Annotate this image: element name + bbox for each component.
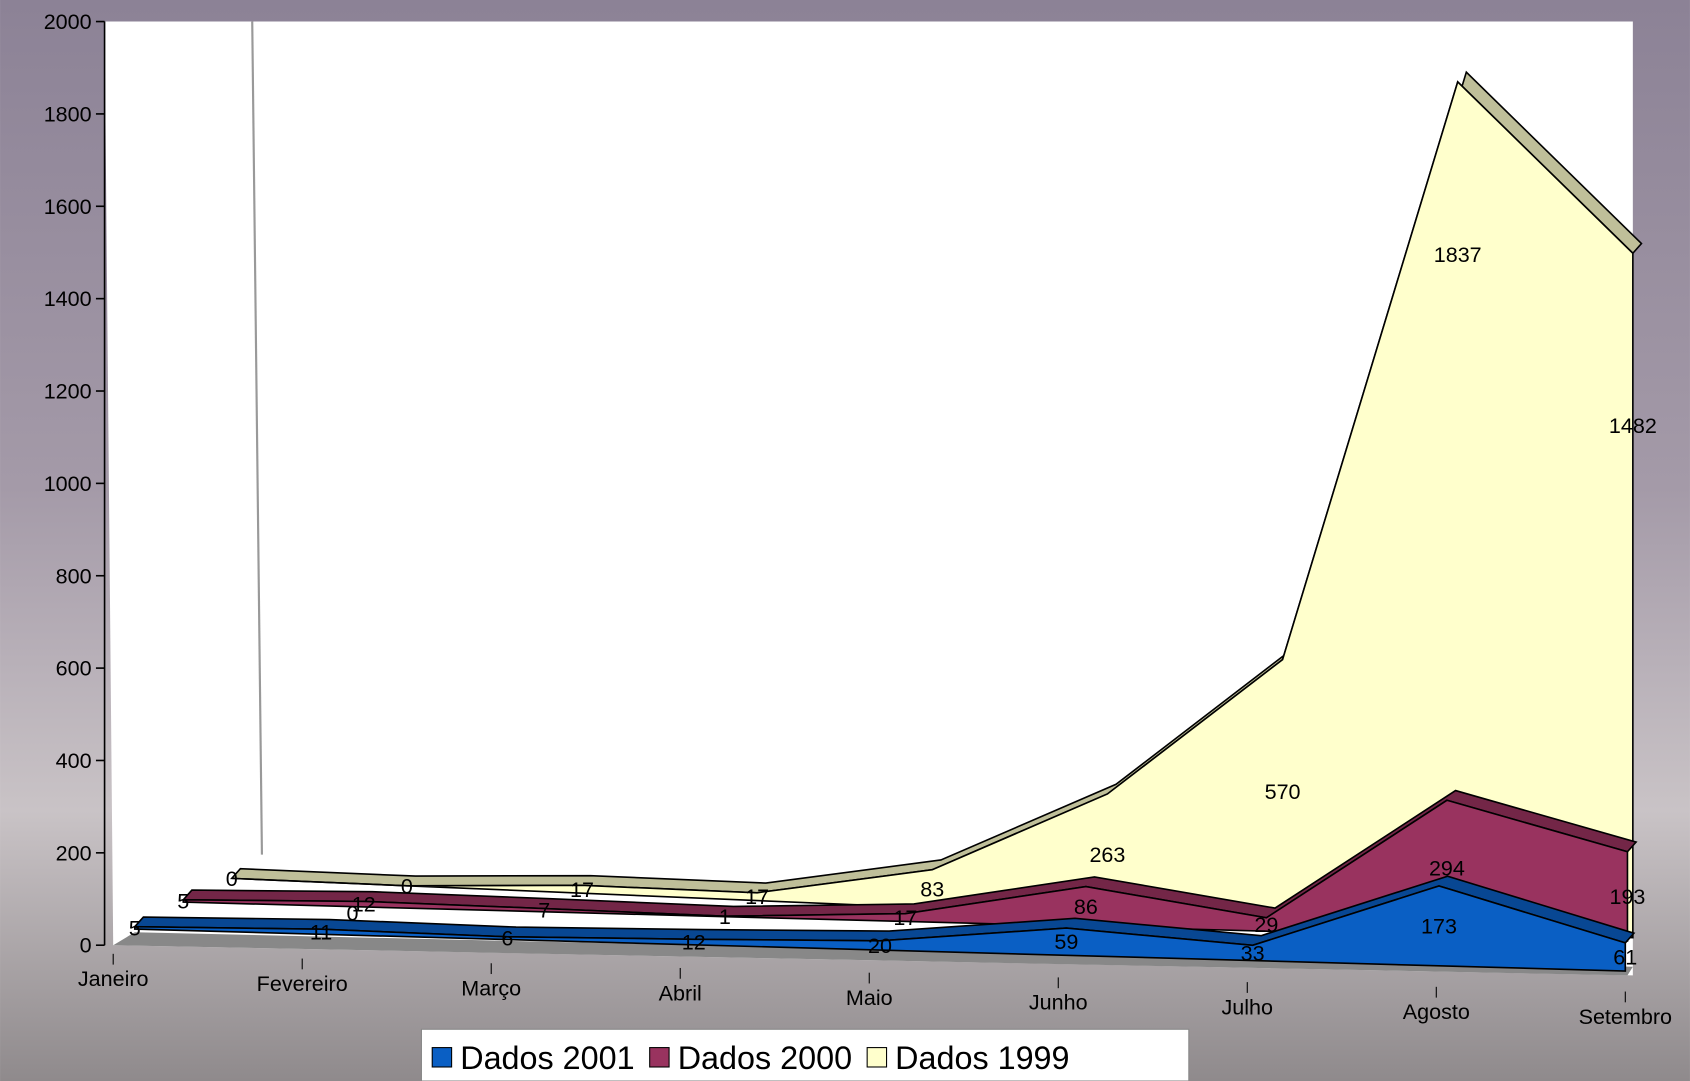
data-label: 86 bbox=[1074, 894, 1098, 919]
data-label: 193 bbox=[1609, 884, 1645, 909]
data-label: 59 bbox=[1054, 929, 1078, 954]
legend bbox=[420, 1028, 1190, 1081]
y-tick-label: 200 bbox=[56, 840, 92, 865]
data-label: 7 bbox=[538, 898, 550, 923]
data-label: 17 bbox=[745, 884, 769, 909]
legend-swatch bbox=[649, 1047, 670, 1068]
back-wall-edge bbox=[251, 21, 264, 855]
data-label: 33 bbox=[1241, 940, 1265, 965]
annotation: 0 bbox=[346, 900, 358, 925]
data-label: 83 bbox=[920, 876, 944, 901]
x-tick-label: Janeiro bbox=[78, 966, 149, 991]
y-tick-label: 800 bbox=[56, 563, 92, 588]
x-tick-label: Abril bbox=[659, 980, 702, 1005]
x-tick-label: Agosto bbox=[1403, 999, 1470, 1024]
data-label: 263 bbox=[1089, 842, 1125, 867]
y-tick-label: 2000 bbox=[44, 9, 92, 34]
x-tick-label: Junho bbox=[1029, 990, 1088, 1015]
data-label: 0 bbox=[226, 866, 238, 891]
data-label: 5 bbox=[129, 915, 141, 940]
area bbox=[133, 885, 1627, 972]
data-label: 12 bbox=[682, 930, 706, 955]
legend-label: Dados 2000 bbox=[678, 1040, 852, 1076]
data-label: 5 bbox=[177, 888, 189, 913]
x-tick-label: Março bbox=[461, 976, 521, 1001]
data-label: 29 bbox=[1254, 912, 1278, 937]
data-label: 6 bbox=[501, 926, 513, 951]
data-label: 1 bbox=[719, 904, 731, 929]
y-tick-label: 1400 bbox=[44, 286, 92, 311]
data-label: 0 bbox=[401, 873, 413, 898]
data-label: 1837 bbox=[1434, 242, 1482, 267]
data-label: 1482 bbox=[1609, 413, 1657, 438]
data-label: 11 bbox=[310, 919, 332, 944]
y-tick-label: 0 bbox=[80, 933, 92, 958]
data-label: 173 bbox=[1421, 913, 1457, 938]
data-label: 17 bbox=[893, 905, 917, 930]
y-tick-label: 1200 bbox=[44, 379, 92, 404]
x-tick-label: Julho bbox=[1222, 994, 1274, 1019]
x-tick-label: Setembro bbox=[1579, 1004, 1672, 1029]
x-tick-label: Maio bbox=[846, 985, 893, 1010]
area bbox=[231, 80, 1634, 939]
data-label: 12 bbox=[352, 892, 376, 917]
data-label: 20 bbox=[868, 933, 892, 958]
legend-swatch bbox=[866, 1047, 888, 1068]
y-tick-label: 600 bbox=[56, 656, 92, 681]
x-tick-label: Fevereiro bbox=[257, 971, 348, 996]
legend-label: Dados 1999 bbox=[895, 1040, 1069, 1076]
legend-swatch bbox=[431, 1047, 453, 1068]
legend-label: Dados 2001 bbox=[460, 1040, 634, 1076]
y-tick-label: 1000 bbox=[44, 471, 92, 496]
y-tick-label: 400 bbox=[56, 748, 92, 773]
y-tick-label: 1800 bbox=[44, 101, 92, 126]
data-label: 17 bbox=[570, 877, 594, 902]
floor bbox=[113, 932, 1633, 976]
data-label: 61 bbox=[1613, 945, 1637, 970]
y-tick-label: 1600 bbox=[44, 194, 92, 219]
data-label: 570 bbox=[1265, 779, 1301, 804]
